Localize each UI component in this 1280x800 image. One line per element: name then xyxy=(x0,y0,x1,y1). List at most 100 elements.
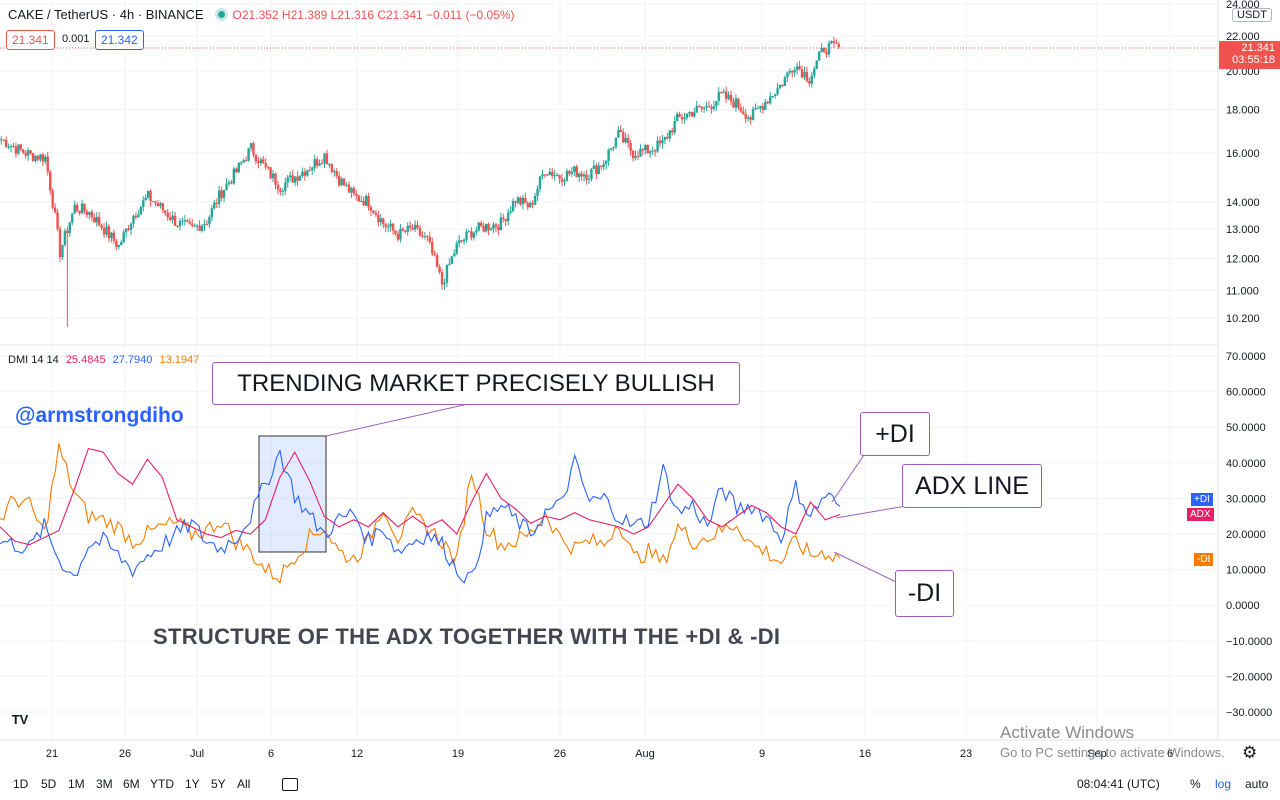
candle-body xyxy=(487,223,490,230)
candle-body xyxy=(244,160,248,162)
candle-body xyxy=(291,175,294,183)
trending-pointer xyxy=(325,403,488,437)
candle-body xyxy=(438,266,441,272)
candle-body xyxy=(729,94,733,102)
candle-body xyxy=(406,225,409,232)
adx-line xyxy=(0,447,841,546)
candle-body xyxy=(832,41,836,43)
candle-body xyxy=(742,111,745,114)
range-3m[interactable]: 3M xyxy=(96,777,113,791)
candle-body xyxy=(722,91,725,93)
indicator-tick-label: 60.0000 xyxy=(1226,387,1266,399)
candle-body xyxy=(34,155,37,161)
candle-body xyxy=(279,189,282,192)
candle-body xyxy=(484,223,488,232)
candle-body xyxy=(75,204,79,211)
candle-body xyxy=(585,174,588,180)
candle-body xyxy=(384,224,387,227)
currency-badge[interactable]: USDT xyxy=(1232,8,1272,22)
candle-body xyxy=(813,68,816,76)
tradingview-logo-icon[interactable]: TV xyxy=(11,712,29,727)
candle-body xyxy=(127,228,130,230)
range-1d[interactable]: 1D xyxy=(13,777,29,791)
x-axis-ticks: 21 26 Jul 6 12 19 26 Aug 9 16 23 Sep 6 xyxy=(46,748,1173,760)
candle-body xyxy=(661,140,664,144)
range-all[interactable]: All xyxy=(237,777,251,791)
candle-body xyxy=(516,197,520,203)
range-1m[interactable]: 1M xyxy=(68,777,85,791)
candle-body xyxy=(697,106,701,108)
last-price-tag: 21.341 03:55:18 xyxy=(1219,41,1280,69)
price-tick-label: 18.000 xyxy=(1226,105,1260,117)
range-5y[interactable]: 5Y xyxy=(211,777,226,791)
candle-body xyxy=(313,159,316,168)
candle-body xyxy=(435,255,439,267)
ohlc-values: O21.352 H21.389 L21.316 C21.341 −0.011 (… xyxy=(232,8,515,22)
range-ytd[interactable]: YTD xyxy=(150,777,174,791)
candle-body xyxy=(609,148,613,150)
candle-body xyxy=(612,147,615,149)
candle-body xyxy=(690,112,694,117)
candle-body xyxy=(66,230,69,234)
candle-body xyxy=(259,159,263,164)
indicator-legend[interactable]: DMI 14 14 25.4845 27.7940 13.1947 xyxy=(8,354,199,366)
candle-body xyxy=(761,106,765,110)
gear-icon[interactable]: ⚙ xyxy=(1242,743,1258,762)
range-6m[interactable]: 6M xyxy=(123,777,140,791)
date-range-icon[interactable] xyxy=(282,778,298,791)
bid-price-box[interactable]: 21.341 xyxy=(6,30,55,50)
candle-body xyxy=(675,114,679,122)
symbol-header[interactable]: CAKE / TetherUS · 4h · BINANCE O21.352 H2… xyxy=(8,7,515,22)
candle-body xyxy=(17,144,20,154)
candle-body xyxy=(482,226,485,232)
price-tick-label: 12.000 xyxy=(1226,253,1260,265)
log-toggle[interactable]: log xyxy=(1215,777,1232,791)
candle-body xyxy=(51,190,54,208)
candle-body xyxy=(656,140,659,152)
candle-body xyxy=(756,108,760,110)
candle-body xyxy=(298,176,302,181)
candle-body xyxy=(754,108,757,110)
candle-body xyxy=(7,147,10,149)
candle-body xyxy=(110,232,113,239)
adx-value: 25.4845 xyxy=(65,354,106,366)
candle-body xyxy=(830,41,833,44)
candle-body xyxy=(570,171,574,174)
symbol-title[interactable]: CAKE / TetherUS · 4h · BINANCE xyxy=(8,7,204,22)
activate-windows-title: Activate Windows xyxy=(1000,723,1135,742)
candle-body xyxy=(115,240,118,247)
candle-body xyxy=(433,253,436,256)
candle-body xyxy=(651,150,654,152)
candle-body xyxy=(769,96,772,104)
candle-body xyxy=(306,170,309,176)
indicator-tick-label: 0.0000 xyxy=(1226,600,1260,612)
candle-body xyxy=(225,183,228,190)
candle-body xyxy=(421,235,424,237)
candle-body xyxy=(536,188,539,197)
range-5d[interactable]: 5D xyxy=(41,777,57,791)
candle-body xyxy=(117,245,120,247)
candle-body xyxy=(262,159,265,164)
time-tick-label: Jul xyxy=(190,748,204,760)
candle-body xyxy=(301,171,304,177)
auto-toggle[interactable]: auto xyxy=(1245,777,1269,791)
candle-body xyxy=(367,196,370,208)
candle-body xyxy=(575,166,578,178)
candle-body xyxy=(445,264,449,283)
chart-canvas[interactable]: 24.00022.00020.00018.00016.00014.00013.0… xyxy=(0,0,1280,770)
ask-price-box[interactable]: 21.342 xyxy=(95,30,144,50)
candle-body xyxy=(744,113,747,119)
clock-display[interactable]: 08:04:41 (UTC) xyxy=(1077,777,1160,791)
candle-body xyxy=(36,155,40,160)
candle-body xyxy=(541,174,544,177)
range-1y[interactable]: 1Y xyxy=(185,777,200,791)
indicator-tick-label: 10.0000 xyxy=(1226,565,1266,577)
candle-body xyxy=(352,188,356,194)
percent-toggle[interactable]: % xyxy=(1190,777,1201,791)
candle-body xyxy=(653,150,657,152)
candle-body xyxy=(347,184,351,193)
candle-body xyxy=(217,190,221,204)
candle-body xyxy=(169,217,172,220)
candle-body xyxy=(328,164,331,166)
candle-body xyxy=(426,235,429,237)
